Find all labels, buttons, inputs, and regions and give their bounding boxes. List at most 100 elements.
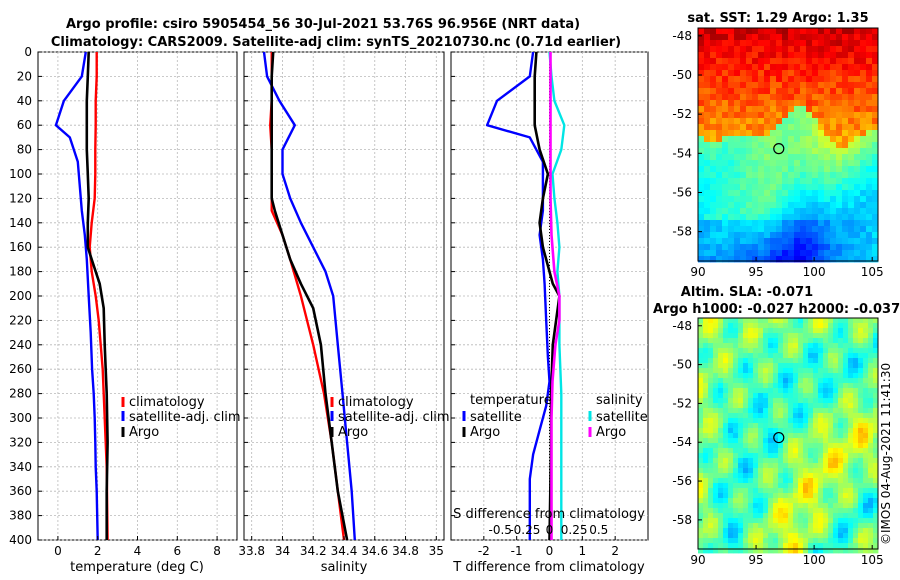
map-cell (728, 433, 734, 439)
map-cell (843, 463, 849, 469)
map-cell (838, 418, 844, 424)
map-cell (748, 528, 754, 534)
map-cell (783, 398, 789, 404)
map-cell (823, 448, 829, 454)
map-cell (758, 238, 765, 245)
map-cell (782, 202, 789, 209)
map-cell (763, 408, 769, 414)
map-cell (783, 483, 789, 489)
map-cell (818, 358, 824, 364)
map-cell (728, 190, 735, 197)
map-cell (733, 548, 739, 554)
map-cell (798, 383, 804, 389)
map-cell (873, 538, 879, 544)
map-cell (758, 483, 764, 489)
map-cell (713, 498, 719, 504)
map-cell (733, 473, 739, 479)
map-cell (778, 418, 784, 424)
map-cell (828, 318, 834, 324)
map-cell (866, 226, 873, 233)
map-cell (723, 343, 729, 349)
map-cell (718, 358, 724, 364)
map-cell (830, 106, 837, 113)
map-cell (708, 453, 714, 459)
map-cell (798, 508, 804, 514)
map-cell (842, 184, 849, 191)
map-cell (812, 166, 819, 173)
map-cell (868, 408, 874, 414)
map-cell (743, 528, 749, 534)
map-cell (740, 70, 747, 77)
map-cell (854, 130, 861, 137)
map-cell (848, 378, 854, 384)
map-cell (830, 58, 837, 65)
map-cell (718, 508, 724, 514)
map-cell (854, 160, 861, 167)
map-cell (740, 118, 747, 125)
map-cell (782, 76, 789, 83)
map-cell (728, 232, 735, 239)
map-cell (753, 358, 759, 364)
map-cell (776, 208, 783, 215)
map-cell (733, 498, 739, 504)
map-cell (812, 52, 819, 59)
map-cell (738, 403, 744, 409)
map-cell (848, 220, 855, 227)
map-cell (704, 94, 711, 101)
map-cell (738, 503, 744, 509)
map-cell (842, 232, 849, 239)
map-cell (718, 473, 724, 479)
map-cell (738, 328, 744, 334)
map-cell (728, 383, 734, 389)
map-cell (843, 523, 849, 529)
map-cell (843, 328, 849, 334)
map-cell (800, 94, 807, 101)
map-cell (763, 433, 769, 439)
map-cell (858, 428, 864, 434)
map-cell (728, 423, 734, 429)
map-cell (713, 528, 719, 534)
map-cell (798, 538, 804, 544)
map-cell (728, 28, 735, 35)
map-cell (703, 513, 709, 519)
map-cell (788, 196, 795, 203)
map-cell (808, 343, 814, 349)
map-cell (833, 428, 839, 434)
map-cell (743, 343, 749, 349)
map-cell (838, 503, 844, 509)
map-cell (708, 368, 714, 374)
map-cell (808, 408, 814, 414)
map-cell (728, 388, 734, 394)
map-cell (778, 403, 784, 409)
map-cell (848, 458, 854, 464)
map-cell (703, 363, 709, 369)
map-cell (843, 488, 849, 494)
map-cell (758, 358, 764, 364)
map-cell (778, 338, 784, 344)
map-cell (788, 373, 794, 379)
map-cell (798, 473, 804, 479)
map-cell (824, 136, 831, 143)
map-cell (716, 82, 723, 89)
map-cell (873, 328, 879, 334)
map-cell (728, 508, 734, 514)
map-cell (793, 483, 799, 489)
map-cell (863, 408, 869, 414)
map-cell (718, 453, 724, 459)
map-cell (740, 154, 747, 161)
map-cell (808, 453, 814, 459)
map-cell (758, 196, 765, 203)
map-cell (710, 46, 717, 53)
map-cell (728, 503, 734, 509)
map-cell (770, 112, 777, 119)
map-cell (836, 172, 843, 179)
map-cell (758, 463, 764, 469)
map-cell (734, 184, 741, 191)
map-cell (813, 423, 819, 429)
map-cell (704, 40, 711, 47)
map-cell (718, 458, 724, 464)
map-cell (872, 136, 879, 143)
salinity-legend: climatology satellite-adj. clim Argo (330, 395, 450, 440)
map-cell (828, 433, 834, 439)
map-cell (848, 244, 855, 251)
